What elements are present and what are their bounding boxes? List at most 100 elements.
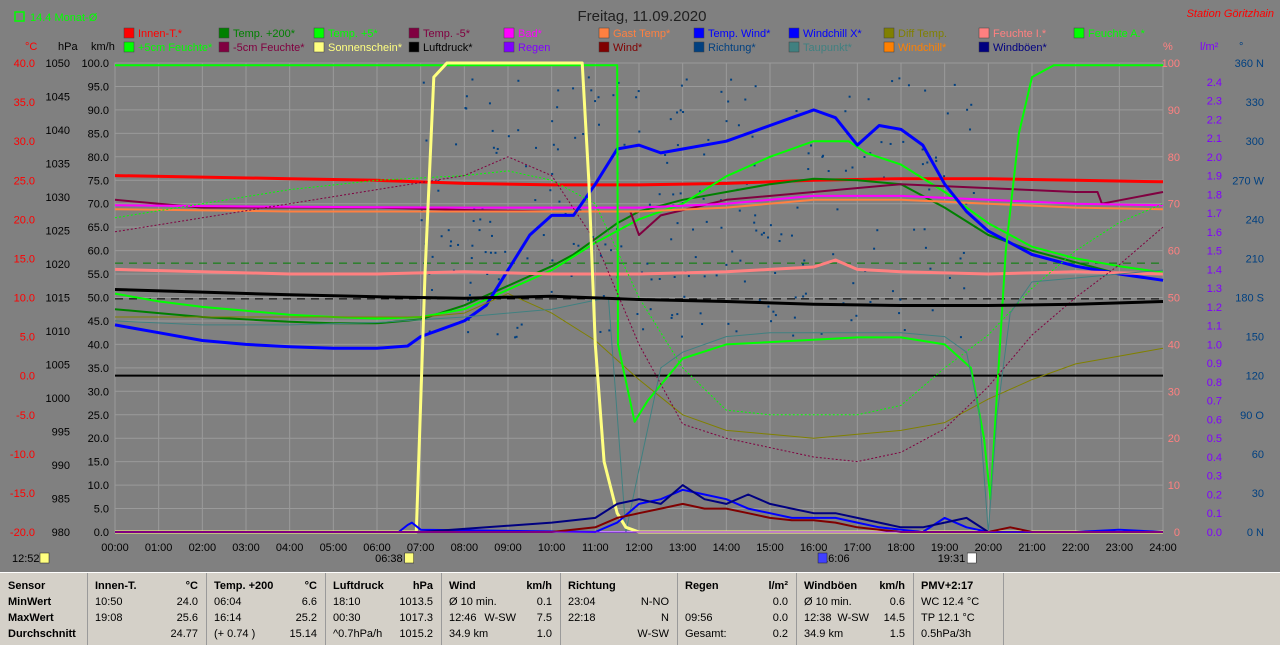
direction-dot <box>735 330 738 333</box>
period-checkbox[interactable] <box>14 11 25 22</box>
legend-label[interactable]: Sonnenschein* <box>328 42 403 54</box>
direction-dot <box>520 323 523 326</box>
legend-label[interactable]: Taupunkt* <box>803 42 853 54</box>
rain-tick-label: 1.8 <box>1207 189 1222 201</box>
direction-dot <box>516 326 519 329</box>
legend-swatch[interactable] <box>598 41 610 53</box>
direction-dot <box>582 133 585 136</box>
direction-dot <box>754 214 757 217</box>
direction-dot <box>780 233 783 236</box>
legend-label[interactable]: Bad* <box>518 28 543 40</box>
rain-tick-label: 1.9 <box>1207 171 1222 183</box>
rain-tick-label: 0.3 <box>1207 471 1222 483</box>
direction-dot <box>807 152 810 155</box>
legend-label[interactable]: +5cm Feuchte* <box>138 42 213 54</box>
period-label[interactable]: 14.4 Monat-Ø <box>30 12 98 24</box>
legend-swatch[interactable] <box>693 41 705 53</box>
stats-cell: °C <box>304 580 317 592</box>
temp-tick-label: -20.0 <box>10 527 35 539</box>
legend-label[interactable]: Temp. +5* <box>328 28 379 40</box>
time-tick-label: 12:00 <box>625 542 653 554</box>
direction-dot <box>666 161 669 164</box>
legend-label[interactable]: Innen-T.* <box>138 28 183 40</box>
time-tick-label: 09:00 <box>494 542 522 554</box>
direction-dot <box>754 85 757 88</box>
pressure-tick-label: 1010 <box>46 326 70 338</box>
time-tick-label: 17:00 <box>844 542 872 554</box>
wind-tick-label: 55.0 <box>88 269 109 281</box>
rain-tick-label: 1.1 <box>1207 321 1222 333</box>
legend-label[interactable]: Temp. +200* <box>233 28 296 40</box>
legend-label[interactable]: Luftdruck* <box>423 42 473 54</box>
direction-dot <box>907 84 910 87</box>
legend-swatch[interactable] <box>218 27 230 39</box>
direction-dot <box>774 271 777 274</box>
series-line <box>114 156 1164 463</box>
legend-swatch[interactable] <box>408 27 420 39</box>
stats-cell: 23:04 <box>568 596 596 608</box>
legend-swatch[interactable] <box>978 27 990 39</box>
rain-tick-label: 0.4 <box>1207 452 1222 464</box>
direction-dot <box>795 110 798 113</box>
direction-dot <box>923 228 926 231</box>
direction-dot <box>889 142 892 145</box>
legend-label[interactable]: Richtung* <box>708 42 756 54</box>
stats-cell: MaxWert <box>8 612 54 624</box>
direction-dot <box>469 281 472 284</box>
legend-swatch[interactable] <box>883 41 895 53</box>
direction-dot <box>943 175 946 178</box>
direction-dot <box>804 292 807 295</box>
direction-dot <box>490 234 493 237</box>
legend-label[interactable]: Temp. Wind* <box>708 28 771 40</box>
direction-dot <box>550 290 553 293</box>
time-tick-label: 15:00 <box>756 542 784 554</box>
direction-dot <box>472 220 475 223</box>
legend-label[interactable]: -5cm Feuchte* <box>233 42 305 54</box>
time-tick-label: 23:00 <box>1106 542 1134 554</box>
time-tick-label: 20:00 <box>975 542 1003 554</box>
series-line <box>114 174 1164 187</box>
legend-swatch[interactable] <box>693 27 705 39</box>
legend-swatch[interactable] <box>788 27 800 39</box>
legend-swatch[interactable] <box>1073 27 1085 39</box>
legend-label[interactable]: Feuchte A.* <box>1088 28 1146 40</box>
stats-column: Temp. +200 °C 06:04 6.6 16:14 25.2 (+ 0.74 ) 15… <box>206 573 326 645</box>
legend-label[interactable]: Diff Temp. <box>898 28 947 40</box>
legend-swatch[interactable] <box>503 27 515 39</box>
legend-swatch[interactable] <box>313 27 325 39</box>
legend-label[interactable]: Windchill X* <box>803 28 862 40</box>
legend-swatch[interactable] <box>788 41 800 53</box>
legend-swatch[interactable] <box>598 27 610 39</box>
legend-label[interactable]: Wind* <box>613 42 643 54</box>
legend-label[interactable]: Windböen* <box>993 42 1048 54</box>
legend-swatch[interactable] <box>408 41 420 53</box>
legend-label[interactable]: Windchill* <box>898 42 947 54</box>
time-tick-label: 10:00 <box>538 542 566 554</box>
humidity-tick-label: 60 <box>1168 246 1180 258</box>
legend-swatch[interactable] <box>218 41 230 53</box>
direction-dot <box>737 124 740 127</box>
legend-swatch[interactable] <box>313 41 325 53</box>
direction-dot <box>832 253 835 256</box>
direction-dot <box>707 138 710 141</box>
stats-cell: 12:46 <box>449 612 477 624</box>
legend-swatch[interactable] <box>123 41 135 53</box>
legend-label[interactable]: Temp. -5* <box>423 28 471 40</box>
legend-label[interactable]: Regen <box>518 42 550 54</box>
legend-label[interactable]: Feuchte I.* <box>993 28 1047 40</box>
series-line <box>114 194 1164 209</box>
legend-label[interactable]: Gast Temp* <box>613 28 671 40</box>
direction-tick-label: 150 <box>1246 332 1264 344</box>
direction-dot <box>479 218 482 221</box>
direction-dot <box>880 141 883 144</box>
legend-swatch[interactable] <box>978 41 990 53</box>
direction-dot <box>515 335 518 338</box>
legend-swatch[interactable] <box>503 41 515 53</box>
direction-dot <box>649 308 652 311</box>
rain-tick-label: 0.2 <box>1207 489 1222 501</box>
direction-dot <box>557 89 560 92</box>
stats-cell: Richtung <box>568 580 616 592</box>
legend-swatch[interactable] <box>883 27 895 39</box>
legend-swatch[interactable] <box>123 27 135 39</box>
stats-column: Wind km/h Ø 10 min. 0.1 12:46 W-SW 7.5 34.9 km 1… <box>441 573 561 645</box>
